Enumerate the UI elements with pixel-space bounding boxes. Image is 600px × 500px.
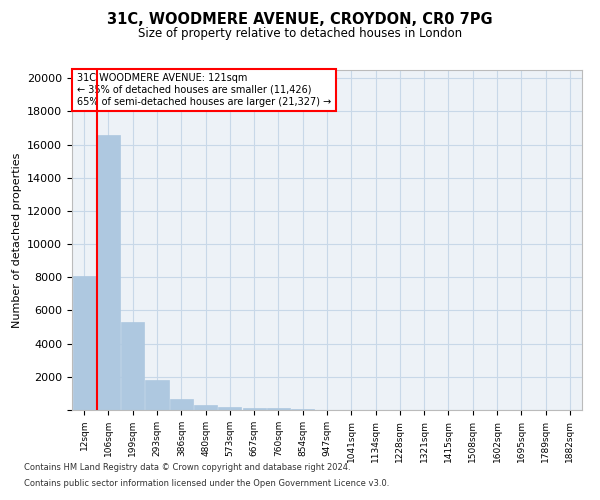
Text: Contains public sector information licensed under the Open Government Licence v3: Contains public sector information licen… [24,478,389,488]
Text: 31C, WOODMERE AVENUE, CROYDON, CR0 7PG: 31C, WOODMERE AVENUE, CROYDON, CR0 7PG [107,12,493,28]
Text: Contains HM Land Registry data © Crown copyright and database right 2024.: Contains HM Land Registry data © Crown c… [24,464,350,472]
Bar [170,399,193,410]
Bar [73,276,95,410]
Text: 31C WOODMERE AVENUE: 121sqm
← 35% of detached houses are smaller (11,426)
65% of: 31C WOODMERE AVENUE: 121sqm ← 35% of det… [77,74,331,106]
Bar [218,407,241,410]
Bar [267,408,290,410]
Y-axis label: Number of detached properties: Number of detached properties [11,152,22,328]
Bar [242,408,266,410]
Bar [145,380,169,410]
Bar [121,322,144,410]
Text: Size of property relative to detached houses in London: Size of property relative to detached ho… [138,28,462,40]
Bar [97,134,120,410]
Bar [291,408,314,410]
Bar [194,404,217,410]
